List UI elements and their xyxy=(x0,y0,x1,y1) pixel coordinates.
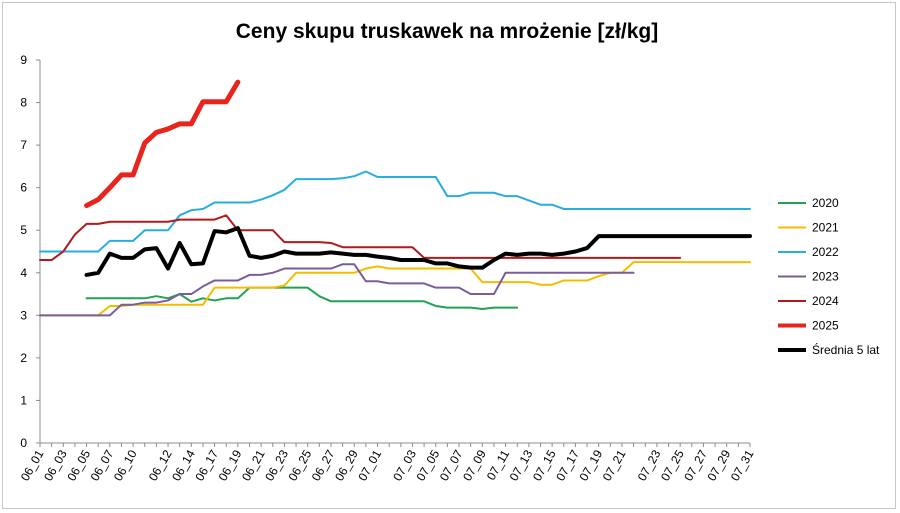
y-tick-label: 6 xyxy=(20,181,27,195)
y-tick-label: 7 xyxy=(20,138,27,152)
y-tick-label: 3 xyxy=(20,308,27,322)
series-line-5 xyxy=(84,79,241,209)
x-tick-label: 07_21 xyxy=(600,447,629,483)
legend-label: 2022 xyxy=(812,245,839,259)
y-tick-label: 8 xyxy=(20,96,27,110)
y-tick-label: 0 xyxy=(20,436,27,450)
legend-label: 2023 xyxy=(812,270,839,284)
series-line-0 xyxy=(85,286,519,310)
x-tick-label: 07_01 xyxy=(355,447,384,483)
legend: 2020 2021 2022 2023 2024 2025 Średnia 5 lat xyxy=(778,196,880,357)
y-tick-label: 5 xyxy=(20,223,27,237)
series-line-3 xyxy=(39,263,635,317)
y-tick-label: 1 xyxy=(20,393,27,407)
y-tick-label: 9 xyxy=(20,53,27,67)
legend-label: 2025 xyxy=(812,319,839,333)
x-tick-label: 07_09 xyxy=(460,447,489,483)
legend-label: 2020 xyxy=(812,196,839,210)
y-tick-label: 2 xyxy=(20,351,27,365)
series-line-1 xyxy=(39,261,751,317)
series-line-4 xyxy=(39,214,682,262)
legend-label: Średnia 5 lat xyxy=(812,342,880,357)
series-layer xyxy=(39,79,752,317)
legend-label: 2024 xyxy=(812,294,839,308)
series-line-2 xyxy=(39,170,751,253)
legend-label: 2021 xyxy=(812,221,839,235)
y-tick-label: 4 xyxy=(20,266,27,280)
x-tick-label: 06_10 xyxy=(111,447,140,483)
series-line-6 xyxy=(84,226,752,277)
chart-title: Ceny skupu truskawek na mrożenie [zł/kg] xyxy=(236,20,658,43)
x-tick-label: 07_31 xyxy=(728,447,757,483)
